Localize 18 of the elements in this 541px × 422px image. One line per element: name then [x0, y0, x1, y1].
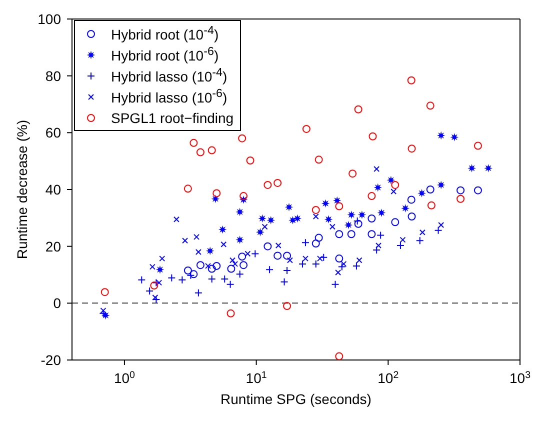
legend-label: SPGL1 root−finding	[111, 110, 234, 126]
y-tick-label: -20	[40, 352, 62, 368]
y-tick-label: 100	[38, 11, 62, 27]
y-tick-label: 80	[45, 68, 62, 84]
x-tick-label: 10$^{0}$	[114, 370, 136, 386]
legend-label: Hybrid lasso (10$^{-6}$)	[111, 87, 228, 106]
x-tick-label: 10$^{1}$	[246, 370, 267, 386]
x-axis-title: Runtime SPG (seconds)	[220, 391, 372, 407]
x-tick-label: 10$^{2}$	[378, 370, 399, 386]
legend-label: Hybrid root (10$^{-4}$)	[111, 24, 219, 43]
y-tick-label: 60	[45, 124, 62, 141]
y-tick-label: 0	[53, 295, 62, 312]
y-tick-label: 20	[45, 238, 62, 254]
legend-label: Hybrid lasso (10$^{-4}$)	[111, 66, 228, 85]
x-tick-label: 10$^{3}$	[509, 370, 532, 386]
legend-label: Hybrid root (10$^{-6}$)	[111, 45, 219, 64]
y-tick-label: 40	[45, 182, 62, 198]
y-axis-title: Runtime decrease (%)	[14, 120, 30, 260]
